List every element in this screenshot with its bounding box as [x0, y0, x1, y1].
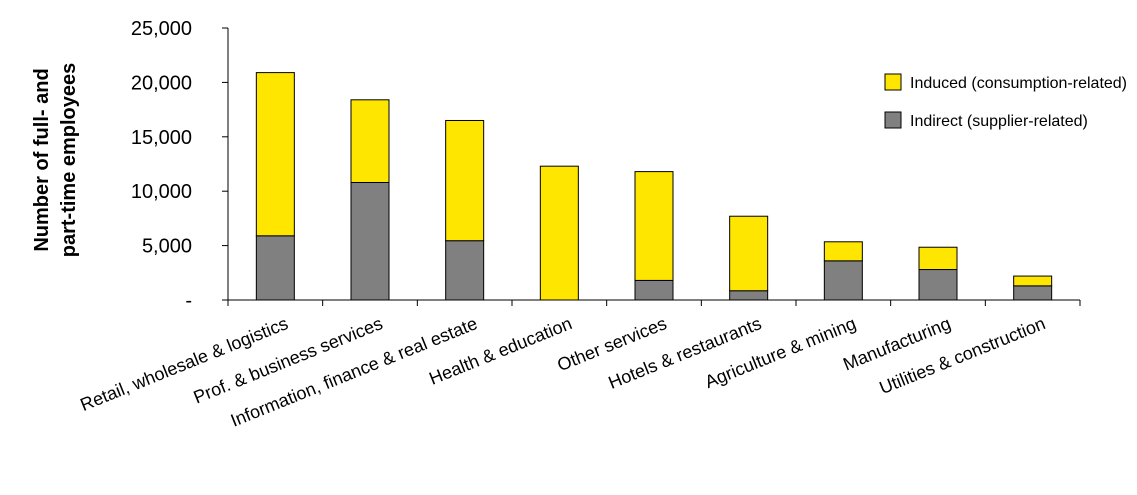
y-tick-label: 25,000	[131, 18, 192, 40]
bar-induced	[918, 246, 958, 271]
bar-induced	[634, 171, 674, 281]
y-tick-label: -	[185, 290, 192, 312]
bar-induced	[255, 72, 295, 237]
legend: Induced (consumption-related) Indirect (s…	[884, 73, 1127, 130]
bar-induced	[1013, 275, 1053, 287]
x-category-label: Utilities & construction	[876, 313, 1048, 398]
bar-induced	[729, 215, 769, 292]
x-category-label: Hotels & restaurants	[605, 313, 764, 393]
bar-indirect	[918, 269, 958, 301]
axes	[227, 28, 1081, 306]
bar-indirect	[823, 260, 863, 301]
y-axis-label-line-2: part-time employees	[58, 63, 80, 258]
legend-label: Induced (consumption-related)	[910, 75, 1127, 92]
y-axis-label-line-1: Number of full- and	[31, 68, 53, 251]
bar-induced	[539, 165, 579, 301]
legend-swatch	[884, 111, 902, 129]
legend-swatch	[884, 73, 902, 91]
bar-induced	[350, 99, 390, 183]
bar-indirect	[445, 240, 485, 301]
y-tick-label: 5,000	[142, 236, 192, 258]
bar-indirect	[729, 290, 769, 301]
legend-label: Indirect (supplier-related)	[910, 113, 1088, 130]
bar-induced	[445, 119, 485, 242]
y-tick-label: 10,000	[131, 181, 192, 203]
bar-indirect	[634, 279, 674, 301]
y-tick-label: 20,000	[131, 72, 192, 94]
bar-indirect	[255, 235, 295, 301]
bar-indirect	[1013, 285, 1053, 301]
bars	[255, 72, 1053, 301]
bar-induced	[823, 241, 863, 262]
y-tick-label: 15,000	[131, 127, 192, 149]
y-axis-ticks: - 5,000 10,000 15,000 20,000 25,000	[131, 18, 228, 312]
bar-indirect	[350, 181, 390, 301]
